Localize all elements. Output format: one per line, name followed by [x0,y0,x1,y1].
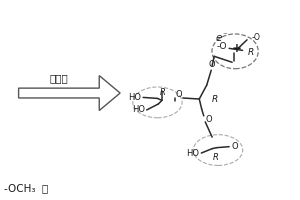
Text: O: O [176,90,182,99]
Text: HO: HO [128,93,141,102]
Text: O: O [208,60,215,69]
Text: -O: -O [251,33,260,42]
Text: -O: -O [216,42,227,51]
Text: O: O [232,142,238,151]
Text: e: e [215,33,222,43]
Text: R: R [248,48,254,57]
Text: ⁻: ⁻ [222,31,227,40]
Text: R: R [212,95,218,104]
Text: O: O [206,115,212,124]
Text: R: R [213,153,219,162]
Text: R: R [160,88,166,97]
Text: HO: HO [132,105,145,114]
Polygon shape [19,76,120,111]
Text: HO: HO [187,149,200,158]
Text: 催化剂: 催化剂 [50,73,68,83]
Text: +: + [232,42,242,55]
Text: -OCH₃  等: -OCH₃ 等 [4,183,48,193]
